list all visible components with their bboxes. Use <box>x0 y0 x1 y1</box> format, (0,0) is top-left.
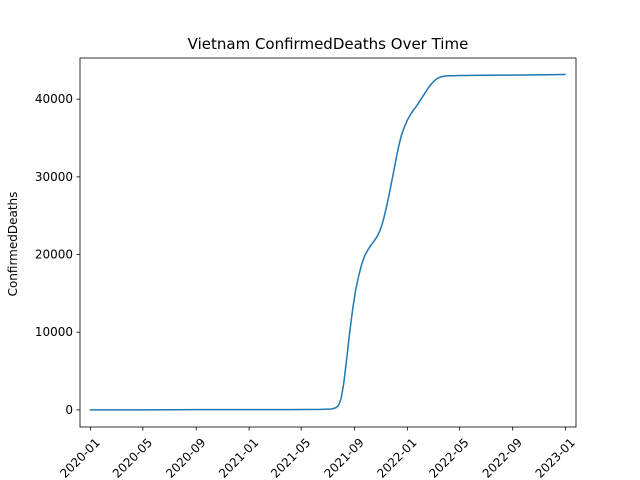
y-axis-label: ConfirmedDeaths <box>6 192 20 297</box>
y-tick-label: 0 <box>65 403 73 417</box>
chart-title: Vietnam ConfirmedDeaths Over Time <box>188 35 469 53</box>
y-tick-label: 10000 <box>35 325 73 339</box>
x-tick-label: 2022-05 <box>426 435 471 480</box>
x-tick-label: 2021-01 <box>216 435 261 480</box>
series-line <box>89 73 566 411</box>
x-tick-label: 2020-05 <box>110 435 155 480</box>
x-tick-label: 2022-01 <box>374 435 419 480</box>
x-tick-label: 2020-01 <box>57 435 102 480</box>
x-tick-label: 2020-09 <box>163 435 208 480</box>
x-tick-label: 2022-09 <box>480 435 525 480</box>
y-tick-label: 30000 <box>35 170 73 184</box>
axis-ticks: 0 10000 20000 30000 40000 2020-01 2020-05 2020-… <box>35 92 578 480</box>
y-tick-label: 20000 <box>35 248 73 262</box>
x-tick-label: 2023-01 <box>533 435 578 480</box>
x-tick-label: 2021-09 <box>321 435 366 480</box>
y-tick-label: 40000 <box>35 92 73 106</box>
plot-area-frame <box>79 57 577 428</box>
x-tick-label: 2021-05 <box>268 435 313 480</box>
